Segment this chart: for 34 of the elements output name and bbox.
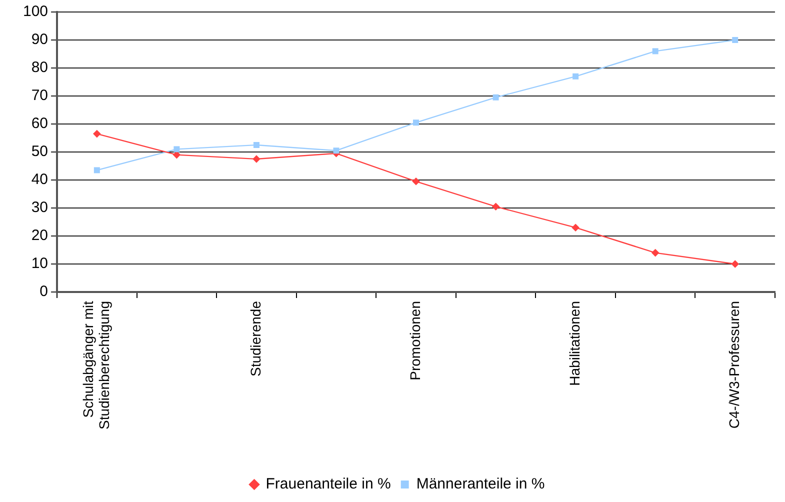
- point: [731, 260, 740, 268]
- x-tick-label: Promotionen: [406, 301, 423, 380]
- x-tick-label: Schulabgänger mit Studienberechtigung: [80, 300, 112, 430]
- x-tick-label: Studierende: [247, 300, 264, 377]
- point: [412, 178, 420, 186]
- y-tick-label: 70: [31, 87, 48, 104]
- point: [252, 155, 260, 163]
- y-tick-label: 10: [31, 255, 48, 272]
- point: [94, 167, 100, 174]
- point: [93, 130, 101, 138]
- legend-label: Frauenanteile in %: [266, 476, 391, 493]
- y-tick-label: 90: [31, 31, 48, 48]
- point: [333, 148, 340, 154]
- y-tick-label: 30: [31, 199, 48, 216]
- y-tick-label: 20: [31, 227, 48, 244]
- y-tick-label: 60: [31, 115, 48, 132]
- y-tick-label: 40: [31, 171, 48, 188]
- point: [652, 48, 658, 54]
- point: [572, 224, 580, 232]
- x-tick-label: C4-/W3-Professuren: [726, 301, 742, 429]
- legend-label: Männeranteile in %: [416, 476, 545, 493]
- x-tick-label: Habilitationen: [566, 301, 582, 386]
- point: [492, 94, 499, 100]
- y-tick-label: 50: [31, 143, 48, 160]
- point: [253, 142, 260, 148]
- point: [492, 202, 500, 210]
- point: [174, 146, 180, 152]
- point: [572, 73, 579, 80]
- point: [732, 37, 738, 43]
- y-tick-label: 0: [40, 283, 48, 300]
- y-tick-label: 80: [31, 59, 48, 76]
- point: [413, 120, 420, 126]
- point: [651, 248, 660, 257]
- y-tick-label: 100: [22, 3, 48, 20]
